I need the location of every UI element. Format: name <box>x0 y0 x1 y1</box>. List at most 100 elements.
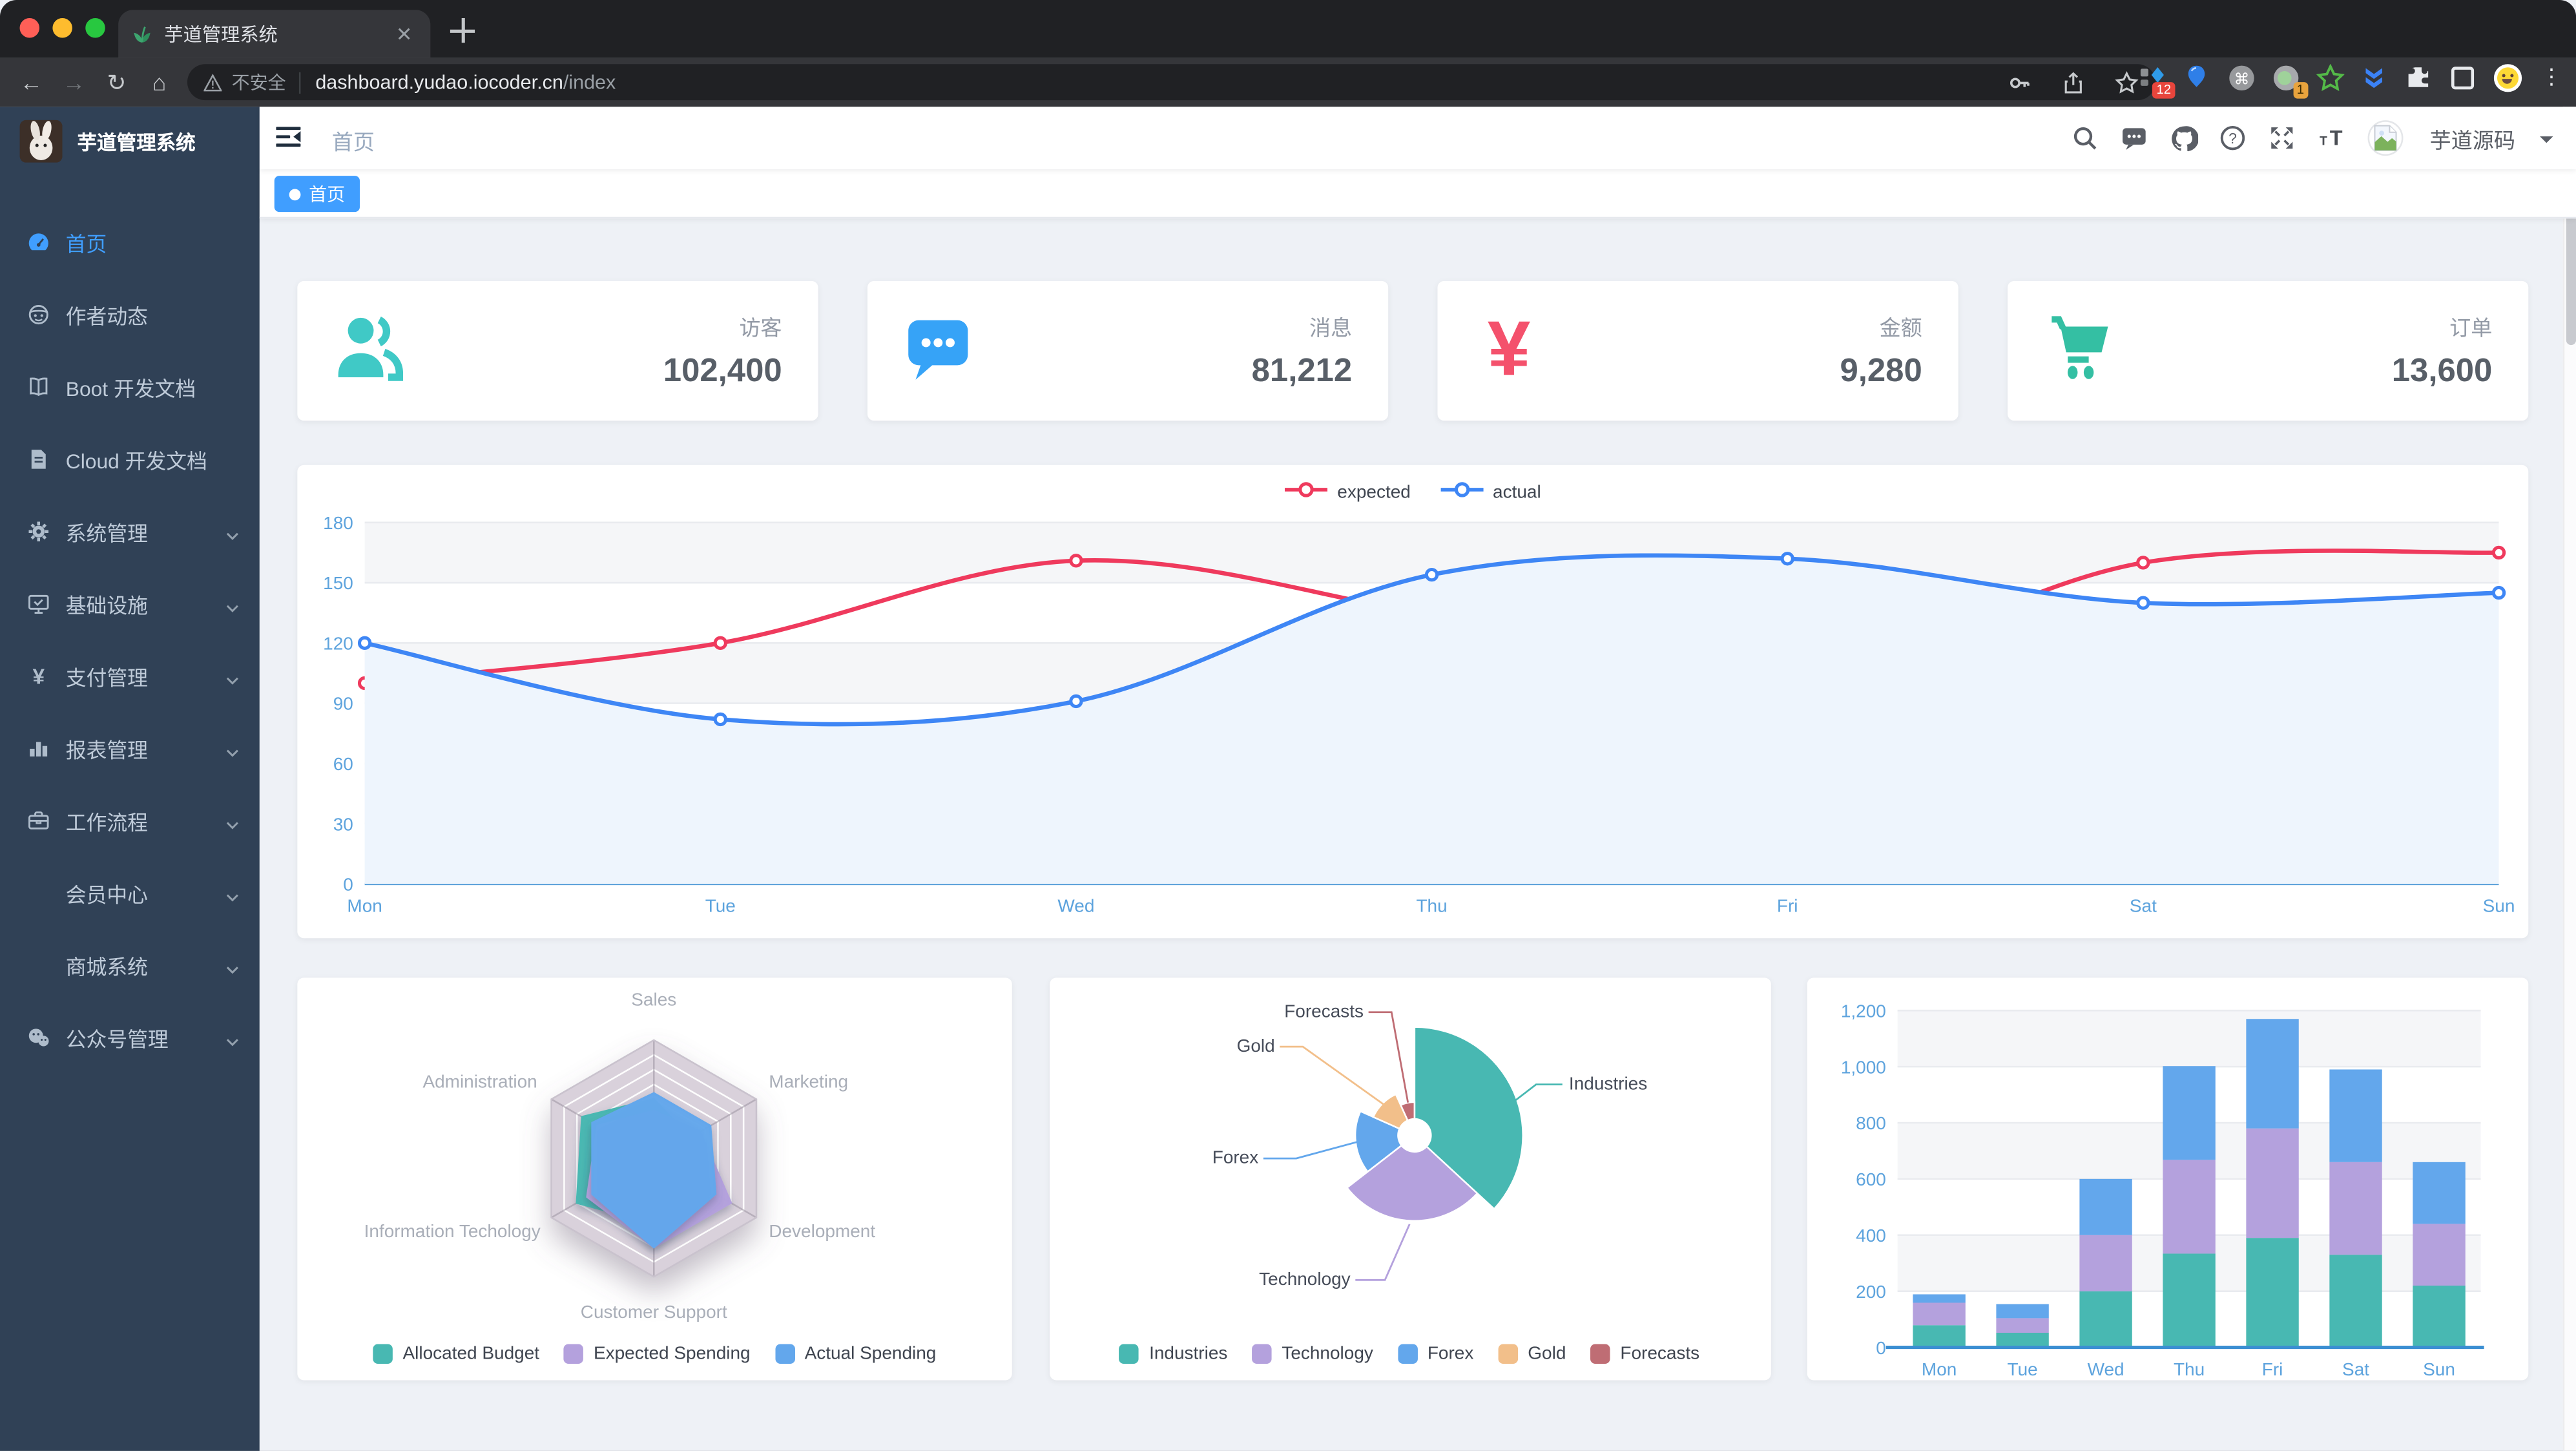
forward-button[interactable]: → <box>62 68 86 96</box>
tag-home[interactable]: 首页 <box>274 176 360 213</box>
minimize-window-button[interactable] <box>52 17 72 38</box>
sidebar-item-label: 报表管理 <box>65 738 148 762</box>
sidebar-item-label: Cloud 开发文档 <box>65 449 207 473</box>
stat-card-3[interactable]: ¥ 金额 9,280 <box>1437 280 1958 421</box>
legend-item[interactable]: Expected Spending <box>564 1344 751 1364</box>
chevron-down-icon[interactable] <box>2540 135 2553 149</box>
svg-text:Sales: Sales <box>631 990 676 1010</box>
github-icon[interactable] <box>2170 124 2199 152</box>
svg-text:Thu: Thu <box>1416 896 1447 916</box>
legend-item[interactable]: actual <box>1440 481 1541 503</box>
legend-item[interactable]: Industries <box>1119 1344 1227 1364</box>
user-avatar-broken-image[interactable] <box>2367 120 2404 156</box>
browser-tab[interactable]: 芋道管理系统 ✕ <box>118 10 431 58</box>
puzzle-extensions-icon[interactable] <box>2404 63 2433 92</box>
money-icon: ¥ <box>1470 305 1548 393</box>
sidebar-item-10[interactable]: 会员中心 <box>0 856 260 928</box>
sidebar-item-label: 工作流程 <box>65 811 148 834</box>
extension-balloon-icon[interactable] <box>2182 63 2212 92</box>
chevron-down-icon <box>225 887 238 902</box>
message-icon[interactable] <box>2121 124 2148 152</box>
password-key-icon[interactable] <box>2008 70 2032 94</box>
legend-item[interactable]: Forex <box>1398 1344 1473 1364</box>
peoples-icon <box>26 302 51 326</box>
app-logo-row[interactable]: 芋道管理系统 <box>0 107 260 176</box>
legend-item[interactable]: Forecasts <box>1590 1344 1700 1364</box>
svg-text:Tue: Tue <box>2008 1359 2038 1379</box>
stat-value: 102,400 <box>663 353 782 390</box>
sidebar-item-2[interactable]: 作者动态 <box>0 278 260 350</box>
people-icon <box>330 308 408 393</box>
svg-text:Wed: Wed <box>2088 1359 2124 1379</box>
extension-blue-diamond-icon[interactable]: 12 <box>2137 63 2176 99</box>
chevron-down-icon <box>225 598 238 612</box>
dashboard-icon <box>26 229 51 254</box>
hamburger-collapse-icon[interactable] <box>276 125 301 149</box>
back-button[interactable]: ← <box>19 68 43 96</box>
sidebar-item-4[interactable]: Cloud 开发文档 <box>0 423 260 495</box>
svg-text:600: 600 <box>1856 1169 1886 1189</box>
svg-text:120: 120 <box>323 633 353 653</box>
legend-label: Forex <box>1427 1344 1474 1364</box>
extension-green-circle-icon[interactable]: 1 <box>2270 63 2309 99</box>
legend-item[interactable]: Actual Spending <box>774 1344 936 1364</box>
legend-item[interactable]: expected <box>1284 481 1411 503</box>
tab-close-icon[interactable]: ✕ <box>395 22 413 45</box>
svg-text:90: 90 <box>333 694 353 714</box>
breadcrumb[interactable]: 首页 <box>331 129 375 155</box>
sidebar-item-7[interactable]: ¥ 支付管理 <box>0 639 260 711</box>
legend-item[interactable]: Allocated Budget <box>373 1344 539 1364</box>
svg-text:Sun: Sun <box>2483 896 2515 916</box>
profile-avatar-emoji[interactable] <box>2492 63 2522 92</box>
sidebar-item-9[interactable]: 工作流程 <box>0 784 260 856</box>
sidebar-item-8[interactable]: 报表管理 <box>0 711 260 784</box>
sidepanel-icon[interactable] <box>2448 63 2478 92</box>
fullscreen-icon[interactable] <box>2269 124 2296 152</box>
sidebar-item-5[interactable]: 系统管理 <box>0 495 260 567</box>
maximize-window-button[interactable] <box>85 17 105 38</box>
help-icon[interactable]: ? <box>2219 124 2247 152</box>
legend-item[interactable]: Technology <box>1252 1344 1373 1364</box>
extension-green-star-icon[interactable] <box>2315 63 2345 92</box>
radar-chart-panel: Allocated Budget Expected Spending Actual … <box>297 977 1012 1381</box>
sidebar-item-6[interactable]: 基础设施 <box>0 567 260 639</box>
legend-item[interactable]: Gold <box>1498 1344 1566 1364</box>
svg-text:150: 150 <box>323 573 353 593</box>
stat-card-2[interactable]: 消息 81,212 <box>867 280 1389 421</box>
shopping-icon <box>2041 308 2118 393</box>
chevron-down-icon <box>225 526 238 540</box>
search-icon[interactable] <box>2072 124 2099 152</box>
sidebar-item-3[interactable]: Boot 开发文档 <box>0 350 260 423</box>
url-domain: dashboard.yudao.iocoder.cn <box>315 70 563 94</box>
sidebar-item-1[interactable]: 首页 <box>0 205 260 278</box>
legend-label: expected <box>1337 482 1411 503</box>
new-tab-button[interactable] <box>450 17 475 43</box>
sidebar-item-label: 作者动态 <box>65 304 148 328</box>
extension-chevrons-icon[interactable] <box>2359 63 2389 92</box>
browser-menu-icon[interactable]: ⋮ <box>2540 64 2562 89</box>
active-tag-dot <box>289 188 301 200</box>
svg-text:T: T <box>2320 134 2327 148</box>
legend-label: Forecasts <box>1620 1344 1700 1364</box>
svg-text:Information Techology: Information Techology <box>364 1221 541 1241</box>
sidebar-item-label: 基础设施 <box>65 594 148 618</box>
svg-text:T: T <box>2330 126 2343 149</box>
username[interactable]: 芋道源码 <box>2429 127 2515 152</box>
home-button[interactable]: ⌂ <box>152 68 167 96</box>
close-window-button[interactable] <box>19 17 40 38</box>
address-bar[interactable]: 不安全 dashboard.yudao.iocoder.cn /index <box>187 64 2155 101</box>
stat-card-1[interactable]: 访客 102,400 <box>297 280 818 421</box>
bookmark-star-icon[interactable] <box>2114 70 2139 94</box>
svg-text:Marketing: Marketing <box>769 1072 848 1092</box>
stat-card-4[interactable]: 订单 13,600 <box>2008 280 2529 421</box>
reload-button[interactable]: ↻ <box>107 68 127 96</box>
sidebar-item-label: 商城系统 <box>65 955 148 979</box>
extension-command-icon[interactable]: ⌘ <box>2226 63 2256 92</box>
share-icon[interactable] <box>2062 70 2085 94</box>
sidebar-item-12[interactable]: 公众号管理 <box>0 1001 260 1073</box>
page-scrollbar[interactable] <box>2562 107 2576 1451</box>
sidebar-item-11[interactable]: 商城系统 <box>0 928 260 1001</box>
